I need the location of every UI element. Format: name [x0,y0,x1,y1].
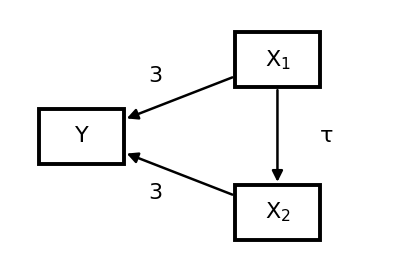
Text: 3: 3 [148,66,162,86]
Text: X$_2$: X$_2$ [265,200,290,224]
Text: X$_1$: X$_1$ [264,48,290,72]
FancyBboxPatch shape [235,32,320,87]
Text: Y: Y [75,126,89,146]
FancyBboxPatch shape [235,185,320,240]
Text: τ: τ [319,126,333,146]
FancyBboxPatch shape [39,109,124,163]
Text: 3: 3 [148,183,162,203]
